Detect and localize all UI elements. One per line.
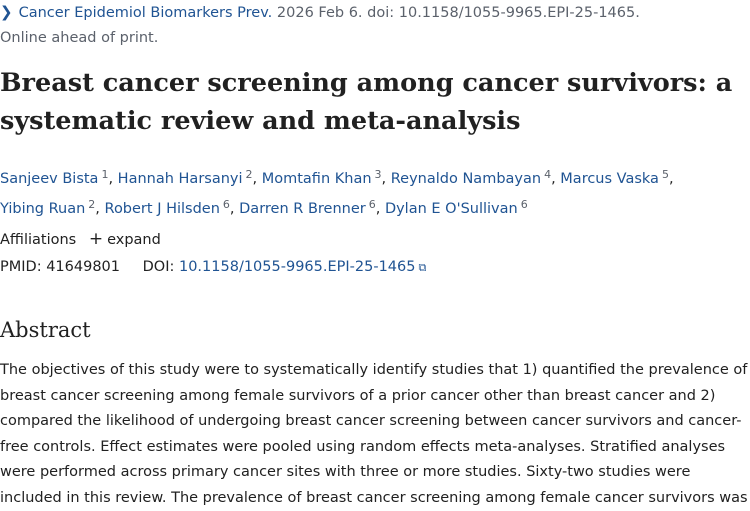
citation-line: ❯ Cancer Epidemiol Biomarkers Prev. 2026 …	[0, 2, 640, 23]
affiliation-number[interactable]: 6	[222, 198, 230, 211]
author-list: Sanjeev Bista 1, Hannah Harsanyi 2, Momtaf…	[0, 168, 674, 217]
abstract-text: The objectives of this study were to sys…	[0, 362, 748, 506]
author-link[interactable]: Yibing Ruan	[0, 201, 86, 217]
affiliation-number[interactable]: 6	[520, 198, 528, 211]
chevron-right-icon[interactable]: ❯	[0, 3, 13, 21]
citation-details: 2026 Feb 6. doi: 10.1158/1055-9965.EPI-2…	[276, 5, 640, 21]
author-link[interactable]: Dylan E O'Sullivan	[384, 201, 518, 217]
abstract-heading: Abstract	[0, 318, 91, 342]
affiliation-number[interactable]: 3	[374, 168, 382, 181]
affiliation-number[interactable]: 6	[368, 198, 376, 211]
affiliation-number[interactable]: 1	[101, 168, 109, 181]
affiliations-label: Affiliations	[0, 232, 77, 248]
publication-status: Online ahead of print.	[0, 30, 159, 46]
expand-label: expand	[107, 232, 161, 248]
doi-link[interactable]: 10.1158/1055-9965.EPI-25-1465 ⧉	[179, 259, 426, 275]
author-link[interactable]: Momtafin Khan	[261, 171, 372, 187]
author-link[interactable]: Hannah Harsanyi	[117, 171, 243, 187]
affiliation-number[interactable]: 4	[544, 168, 552, 181]
journal-link[interactable]: Cancer Epidemiol Biomarkers Prev.	[18, 5, 273, 21]
pmid-value: 41649801	[46, 259, 121, 275]
author-link[interactable]: Reynaldo Nambayan	[390, 171, 542, 187]
expand-affiliations-button[interactable]: + expand	[88, 229, 161, 249]
identifiers-row: PMID: 41649801 DOI: 10.1158/1055-9965.EP…	[0, 257, 426, 278]
affiliations-row: Affiliations + expand	[0, 229, 161, 250]
doi-value: 10.1158/1055-9965.EPI-25-1465	[178, 259, 416, 275]
author-link[interactable]: Sanjeev Bista	[0, 171, 99, 187]
external-link-icon: ⧉	[418, 261, 427, 274]
pmid-label: PMID:	[0, 259, 42, 275]
affiliation-number[interactable]: 5	[661, 168, 669, 181]
affiliation-number[interactable]: 2	[245, 168, 253, 181]
author-link[interactable]: Marcus Vaska	[560, 171, 659, 187]
doi-label: DOI:	[142, 259, 175, 275]
article-title: Breast cancer screening among cancer sur…	[0, 68, 733, 136]
plus-icon: +	[88, 229, 104, 249]
author-link[interactable]: Robert J Hilsden	[104, 201, 220, 217]
author-link[interactable]: Darren R Brenner	[239, 201, 366, 217]
affiliation-number[interactable]: 2	[88, 198, 96, 211]
